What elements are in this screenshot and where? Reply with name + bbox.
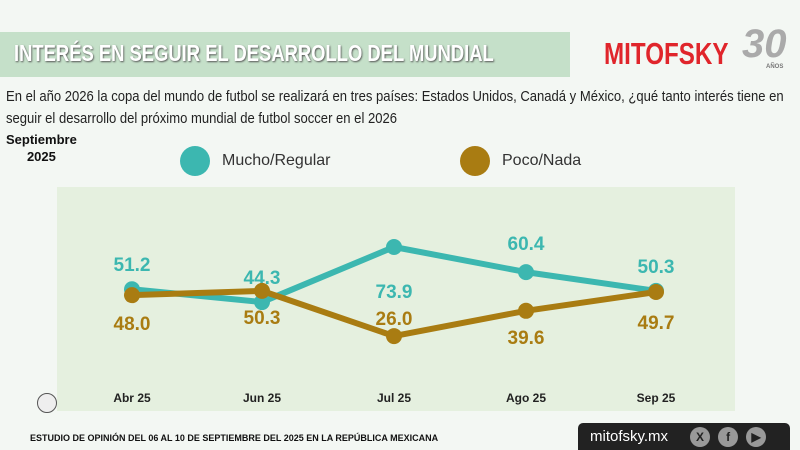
data-label: 26.0 xyxy=(376,309,413,330)
data-label: 50.3 xyxy=(638,257,675,278)
facebook-icon[interactable]: f xyxy=(718,426,739,447)
logo-30-badge: 30 xyxy=(742,22,787,66)
legend-marker xyxy=(460,146,490,176)
data-point xyxy=(386,239,402,255)
data-label: 60.4 xyxy=(508,234,545,255)
data-label: 44.3 xyxy=(244,268,281,289)
website-link[interactable]: mitofsky.mx xyxy=(590,428,669,445)
data-point xyxy=(518,264,534,281)
social-bar: mitofsky.mx X f ▶ xyxy=(578,423,790,450)
x-tick-label: Sep 25 xyxy=(637,391,676,405)
data-point xyxy=(254,282,270,299)
x-tick-label: Jul 25 xyxy=(377,391,411,405)
data-point xyxy=(518,302,534,319)
survey-question: En el año 2026 la copa del mundo de futb… xyxy=(6,88,784,127)
data-point xyxy=(386,328,402,345)
x-tick-label: Ago 25 xyxy=(506,391,546,405)
period-year: 2025 xyxy=(26,149,56,164)
legend-marker xyxy=(180,146,210,176)
title-banner xyxy=(0,32,570,77)
study-footnote: ESTUDIO DE OPINIÓN DEL 06 AL 10 DE SEPTI… xyxy=(30,433,439,443)
data-label: 50.3 xyxy=(244,308,281,329)
soccer-ball-icon xyxy=(37,393,57,413)
x-tick-label: Abr 25 xyxy=(113,391,151,405)
data-label: 73.9 xyxy=(376,282,413,303)
data-point xyxy=(648,284,664,301)
data-label: 49.7 xyxy=(638,313,675,334)
x-icon[interactable]: X xyxy=(690,426,711,447)
data-label: 51.2 xyxy=(114,255,151,276)
x-tick-label: Jun 25 xyxy=(243,391,281,405)
period-month: Septiembre xyxy=(6,132,77,147)
logo-anos: AÑOS xyxy=(766,64,784,70)
mitofsky-logo: MITOFSKY xyxy=(604,36,729,71)
data-point xyxy=(254,294,270,311)
legend-item-mucho: Mucho/Regular xyxy=(180,146,331,176)
data-label: 39.6 xyxy=(508,328,545,349)
youtube-icon[interactable]: ▶ xyxy=(746,426,767,447)
legend-label: Poco/Nada xyxy=(502,152,582,169)
page-title: INTERÉS EN SEGUIR EL DESARROLLO DEL MUND… xyxy=(14,40,494,66)
data-label: 48.0 xyxy=(114,314,151,335)
legend-item-poco: Poco/Nada xyxy=(460,146,581,176)
survey-period: Septiembre 2025 xyxy=(6,131,77,165)
data-point xyxy=(124,287,140,304)
legend-label: Mucho/Regular xyxy=(222,152,331,169)
